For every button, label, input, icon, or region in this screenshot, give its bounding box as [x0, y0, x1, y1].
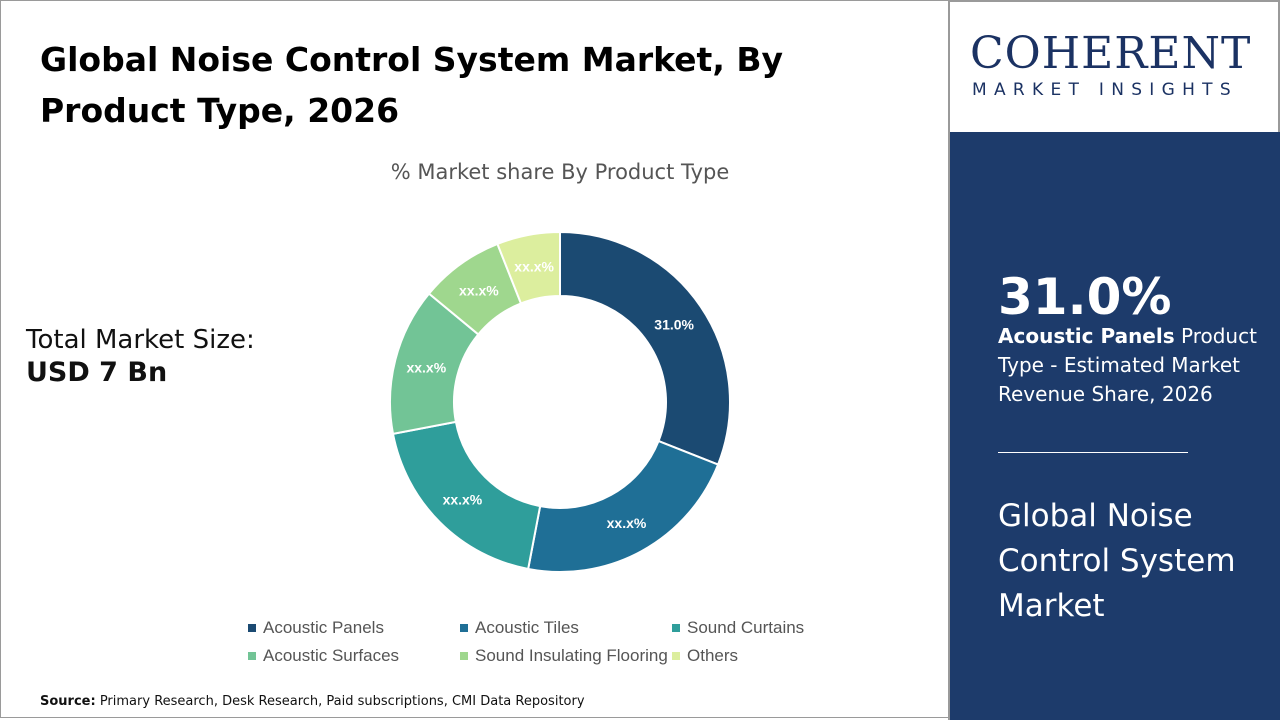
legend-item: Sound Curtains: [672, 618, 848, 638]
legend-swatch: [460, 624, 468, 632]
legend-label: Others: [687, 646, 739, 665]
legend-label: Sound Curtains: [687, 618, 805, 637]
legend-label: Acoustic Panels: [263, 618, 384, 637]
chart-frame: [0, 0, 948, 718]
source-label: Source:: [40, 694, 96, 709]
legend-label: Acoustic Tiles: [475, 618, 579, 637]
source-note: Source: Primary Research, Desk Research,…: [40, 694, 585, 709]
highlight-description: Acoustic Panels Product Type - Estimated…: [998, 322, 1258, 409]
highlight-stat: 31.0%: [998, 268, 1172, 326]
divider: [998, 452, 1188, 453]
legend-swatch: [460, 652, 468, 660]
data-label: xx.x%: [406, 360, 446, 376]
legend: Acoustic Panels Acoustic Tiles Sound Curta…: [248, 618, 848, 666]
highlight-segment: Acoustic Panels: [998, 324, 1175, 348]
legend-swatch: [248, 652, 256, 660]
legend-item: Sound Insulating Flooring: [460, 646, 672, 666]
donut-chart: 31.0% xx.x% xx.x% xx.x% xx.x% xx.x%: [389, 230, 731, 573]
donut-slice: [496, 230, 561, 305]
side-panel: COHERENT MARKET INSIGHTS 31.0% Acoustic …: [948, 0, 1280, 720]
logo: COHERENT MARKET INSIGHTS: [950, 0, 1280, 132]
data-label: 31.0%: [654, 316, 694, 332]
data-label: xx.x%: [459, 282, 499, 298]
data-label: xx.x%: [443, 492, 483, 508]
legend-item: Acoustic Surfaces: [248, 646, 460, 666]
page-title: Global Noise Control System Market, By P…: [40, 40, 784, 130]
legend-item: Acoustic Tiles: [460, 618, 672, 638]
logo-tagline: MARKET INSIGHTS: [972, 80, 1238, 100]
total-label: Total Market Size:: [26, 325, 255, 355]
legend-item: Others: [672, 646, 848, 666]
legend-label: Acoustic Surfaces: [263, 646, 400, 665]
donut-slice: [559, 230, 731, 466]
legend-label: Sound Insulating Flooring: [475, 646, 668, 665]
legend-item: Acoustic Panels: [248, 618, 460, 638]
highlight-text: Product Type - Estimated Market Revenue …: [998, 324, 1257, 406]
data-label: xx.x%: [514, 258, 554, 274]
legend-swatch: [248, 624, 256, 632]
data-label: xx.x%: [607, 515, 647, 531]
chart-title: % Market share By Product Type: [390, 160, 730, 184]
total-market-size: Total Market Size: USD 7 Bn: [26, 325, 255, 388]
source-text: Primary Research, Desk Research, Paid su…: [95, 694, 585, 709]
total-value: USD 7 Bn: [26, 357, 168, 388]
legend-swatch: [672, 624, 680, 632]
market-name: Global Noise Control System Market: [998, 498, 1236, 624]
donut-slice: [526, 439, 720, 573]
legend-swatch: [672, 652, 680, 660]
logo-wordmark: COHERENT: [970, 28, 1252, 79]
